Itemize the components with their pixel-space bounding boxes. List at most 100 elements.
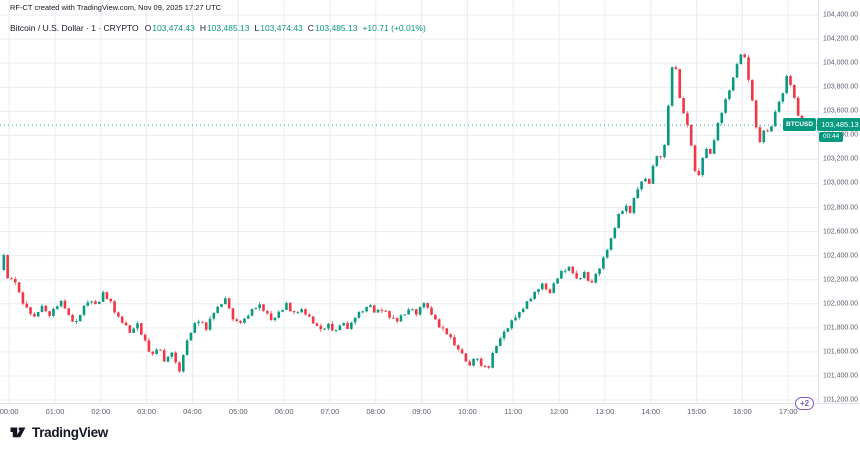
candle-body	[483, 365, 487, 367]
price-tick-label: 101,200.00	[823, 396, 859, 404]
candle-body	[701, 157, 704, 176]
time-tick-label: 09:00	[412, 407, 431, 416]
symbol-tag: BTCUSD	[783, 118, 817, 132]
candle-body	[468, 361, 472, 366]
candle-body	[579, 278, 582, 280]
candle-body	[227, 298, 231, 309]
time-tick-label: 07:00	[320, 407, 340, 416]
export-attribution: RF-CT created with TradingView.com, Nov …	[10, 3, 222, 12]
price-tick-label: 103,000.00	[823, 179, 859, 187]
candle-body	[644, 178, 647, 182]
time-tick-label: 10:00	[458, 407, 477, 416]
chart-legend[interactable]: Bitcoin / U.S. Dollar · 1 · CRYPTO O103,…	[10, 23, 426, 33]
candle-body	[697, 170, 701, 176]
candle-body	[705, 148, 708, 158]
tradingview-wordmark: TradingView	[32, 424, 108, 440]
candle-body	[724, 99, 727, 113]
candle-body	[132, 328, 135, 333]
candle-body	[403, 314, 407, 316]
candle-body	[48, 311, 51, 316]
candle-body	[552, 283, 556, 293]
price-tick-label: 104,400.00	[823, 11, 859, 19]
open-label: O	[144, 23, 152, 33]
candle-body	[75, 321, 78, 323]
candle-body	[361, 311, 365, 313]
candle-body	[254, 308, 258, 310]
candle-body	[327, 323, 330, 329]
candle-body	[266, 310, 269, 314]
high-value: 103,485.13	[206, 23, 250, 33]
candle-body	[296, 312, 300, 314]
candle-body	[498, 338, 502, 346]
candle-body	[52, 308, 55, 316]
candle-body	[204, 322, 208, 330]
time-tick-label: 16:00	[732, 407, 752, 416]
time-tick-label: 03:00	[137, 407, 157, 416]
time-tick-label: 02:00	[91, 407, 111, 416]
candle-body	[216, 306, 219, 313]
close-label: C	[307, 23, 314, 33]
candle-body	[678, 69, 682, 99]
candle-body	[224, 298, 227, 305]
time-axis[interactable]: 00:00 01:00 02:00 03:00 04:00 05:00 06:00 07:00…	[0, 403, 818, 419]
candle-body	[25, 303, 29, 308]
candle-body	[418, 307, 422, 315]
candle-body	[380, 309, 384, 311]
candle-body	[529, 298, 533, 302]
candle-body	[464, 353, 468, 362]
candle-body	[720, 112, 724, 123]
price-axis[interactable]: 101,200.00 101,400.00 101,600.00 101,800.00…	[820, 0, 860, 404]
candle-body	[751, 79, 754, 101]
candle-body	[456, 345, 460, 350]
candle-body	[369, 305, 372, 307]
candle-body	[273, 317, 277, 321]
candle-body	[628, 205, 632, 214]
candle-body	[288, 303, 292, 312]
candle-body	[651, 165, 655, 184]
candle-body	[67, 308, 71, 315]
time-tick-label: 17:00	[778, 407, 798, 416]
candle-body	[220, 304, 223, 307]
candle-body	[235, 319, 239, 322]
candle-body	[613, 228, 617, 239]
low-value: 103,474.43	[260, 23, 303, 33]
candle-body	[357, 312, 361, 318]
candle-body	[17, 282, 21, 293]
candle-body	[143, 334, 147, 341]
candle-body	[151, 351, 155, 355]
candle-body	[212, 312, 216, 319]
candle-body	[201, 321, 204, 323]
candle-body	[544, 283, 548, 290]
candle-body	[502, 331, 506, 339]
hidden-labels-badge[interactable]: +2	[795, 397, 815, 410]
close-value: 103,485.13	[314, 23, 358, 33]
candle-body	[90, 301, 93, 303]
candle-body	[55, 306, 59, 309]
candle-body	[365, 306, 368, 312]
candle-body	[773, 111, 777, 127]
candle-body	[556, 278, 559, 284]
price-tick-label: 101,600.00	[823, 348, 859, 356]
candle-body	[392, 317, 395, 319]
ohlc-open: O103,474.43	[145, 23, 195, 33]
candle-body	[101, 292, 105, 302]
candle-body	[29, 307, 32, 314]
bar-countdown-badge: 00:44	[819, 132, 844, 143]
candle-body	[716, 122, 720, 141]
time-tick-label: 00:00	[0, 407, 19, 416]
price-tick-label: 104,200.00	[823, 35, 859, 43]
candle-body	[414, 309, 418, 315]
candle-body	[231, 308, 235, 320]
time-tick-label: 11:00	[504, 407, 523, 416]
candle-body	[670, 67, 674, 106]
tradingview-logo-icon	[10, 427, 26, 438]
candle-body	[624, 205, 628, 212]
candle-body	[262, 304, 265, 311]
candle-body	[350, 322, 353, 329]
candle-body	[147, 340, 151, 352]
candle-body	[510, 320, 514, 329]
candle-body	[338, 325, 342, 330]
candle-body	[117, 312, 120, 317]
tradingview-logo: TradingView	[9, 423, 108, 441]
